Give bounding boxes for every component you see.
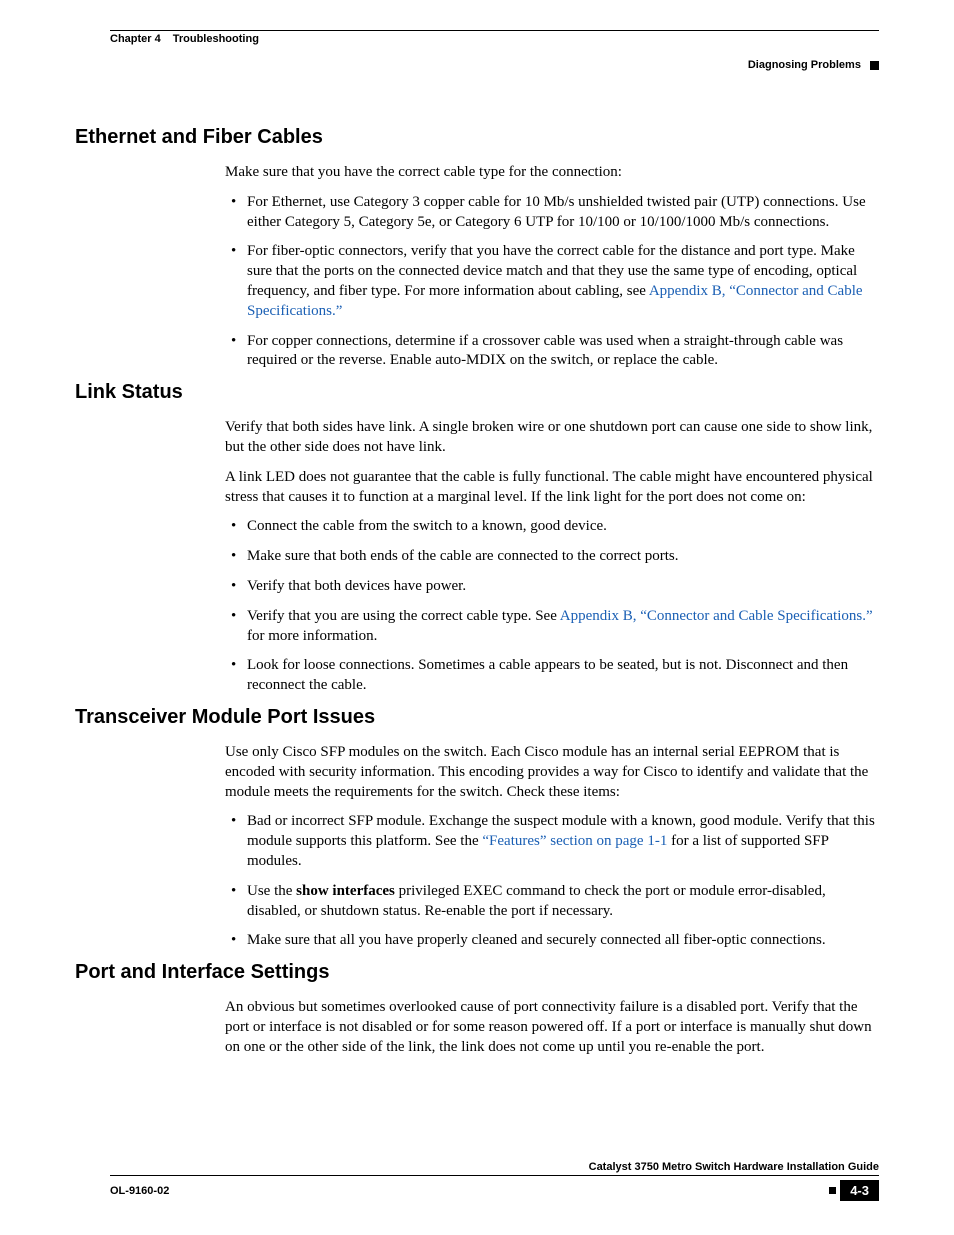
body-paragraph: Use only Cisco SFP modules on the switch… xyxy=(225,743,879,802)
list-item: Look for loose connections. Sometimes a … xyxy=(225,656,879,696)
page: Chapter 4 Troubleshooting Diagnosing Pro… xyxy=(0,0,954,1235)
bullet-list: For Ethernet, use Category 3 copper cabl… xyxy=(225,193,879,371)
running-header: Chapter 4 Troubleshooting xyxy=(110,33,879,45)
xref-link[interactable]: “Features” section on page 1-1 xyxy=(482,833,667,849)
header-marker-icon xyxy=(870,61,879,70)
content-area: Ethernet and Fiber Cables Make sure that… xyxy=(75,126,879,1058)
chapter-title: Troubleshooting xyxy=(173,33,259,45)
section-heading-transceiver: Transceiver Module Port Issues xyxy=(75,706,879,729)
list-item: Verify that both devices have power. xyxy=(225,577,879,597)
footer-marker-icon xyxy=(829,1187,836,1194)
section-heading-port-settings: Port and Interface Settings xyxy=(75,961,879,984)
section-body-ethernet: Make sure that you have the correct cabl… xyxy=(225,163,879,371)
footer-bottom-row: OL-9160-02 4-3 xyxy=(75,1180,879,1201)
body-paragraph: An obvious but sometimes overlooked caus… xyxy=(225,998,879,1057)
intro-text: Make sure that you have the correct cabl… xyxy=(225,163,879,183)
bullet-list: Connect the cable from the switch to a k… xyxy=(225,517,879,696)
list-item: For fiber-optic connectors, verify that … xyxy=(225,242,879,321)
footer-doc-id: OL-9160-02 xyxy=(110,1185,169,1197)
page-number: 4-3 xyxy=(840,1180,879,1201)
bullet-list: Bad or incorrect SFP module. Exchange th… xyxy=(225,812,879,951)
list-item: Connect the cable from the switch to a k… xyxy=(225,517,879,537)
list-item: Make sure that both ends of the cable ar… xyxy=(225,547,879,567)
list-item: Use the show interfaces privileged EXEC … xyxy=(225,882,879,922)
list-item: Verify that you are using the correct ca… xyxy=(225,607,879,647)
section-heading-ethernet: Ethernet and Fiber Cables xyxy=(75,126,879,149)
body-paragraph: A link LED does not guarantee that the c… xyxy=(225,468,879,508)
subheader-text: Diagnosing Problems xyxy=(748,59,861,71)
xref-link[interactable]: Appendix B, “Connector and Cable Specifi… xyxy=(560,608,873,624)
list-item: Bad or incorrect SFP module. Exchange th… xyxy=(225,812,879,871)
section-body-port-settings: An obvious but sometimes overlooked caus… xyxy=(225,998,879,1057)
running-subheader: Diagnosing Problems xyxy=(75,59,879,71)
section-body-transceiver: Use only Cisco SFP modules on the switch… xyxy=(225,743,879,951)
list-item: Make sure that all you have properly cle… xyxy=(225,931,879,951)
footer-guide-title: Catalyst 3750 Metro Switch Hardware Inst… xyxy=(110,1161,879,1176)
list-item: For copper connections, determine if a c… xyxy=(225,332,879,372)
command-text: show interfaces xyxy=(296,883,395,899)
page-footer: Catalyst 3750 Metro Switch Hardware Inst… xyxy=(75,1161,879,1201)
chapter-label: Chapter 4 xyxy=(110,33,161,45)
section-heading-link-status: Link Status xyxy=(75,381,879,404)
body-paragraph: Verify that both sides have link. A sing… xyxy=(225,418,879,458)
section-body-link-status: Verify that both sides have link. A sing… xyxy=(225,418,879,696)
footer-page-group: 4-3 xyxy=(829,1180,879,1201)
header-rule xyxy=(110,30,879,31)
list-item: For Ethernet, use Category 3 copper cabl… xyxy=(225,193,879,233)
